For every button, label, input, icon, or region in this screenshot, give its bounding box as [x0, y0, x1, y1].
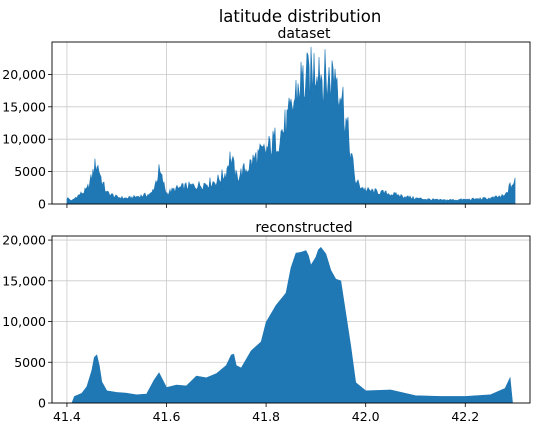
dataset-panel-title: dataset — [278, 26, 331, 42]
y-tick-label: 10,000 — [2, 132, 46, 147]
reconstructed-y-tick-labels: 0 5000 10,000 15,000 20,000 — [2, 233, 52, 411]
dataset-panel: dataset 0 5000 10,000 15,000 20,000 — [2, 26, 531, 212]
dataset-histogram-area — [66, 46, 516, 205]
dataset-x-tick-marks — [66, 204, 466, 208]
x-tick-label: 42.0 — [352, 409, 380, 424]
y-tick-label: 0 — [38, 197, 46, 212]
y-tick-label: 20,000 — [2, 233, 46, 248]
reconstructed-panel: reconstructed 0 5000 10,000 15,000 20,000 41… — [2, 220, 531, 424]
figure-title: latitude distribution — [219, 7, 382, 26]
x-tick-label: 42.2 — [451, 409, 479, 424]
y-tick-label: 15,000 — [2, 273, 46, 288]
y-tick-label: 10,000 — [2, 314, 46, 329]
reconstructed-x-tick-labels: 41.4 41.6 41.8 42.0 42.2 — [53, 403, 479, 424]
x-tick-label: 41.8 — [252, 409, 280, 424]
dataset-y-tick-labels: 0 5000 10,000 15,000 20,000 — [2, 67, 52, 212]
x-tick-label: 41.6 — [153, 409, 181, 424]
reconstructed-plot-frame — [51, 235, 531, 404]
reconstructed-panel-title: reconstructed — [255, 220, 352, 236]
x-tick-label: 41.4 — [53, 409, 81, 424]
y-tick-label: 15,000 — [2, 99, 46, 114]
dataset-plot-frame — [51, 41, 531, 205]
y-tick-label: 5000 — [14, 164, 46, 179]
reconstructed-histogram-area — [71, 246, 513, 404]
y-tick-label: 0 — [38, 396, 46, 411]
y-tick-label: 20,000 — [2, 67, 46, 82]
y-tick-label: 5000 — [14, 355, 46, 370]
